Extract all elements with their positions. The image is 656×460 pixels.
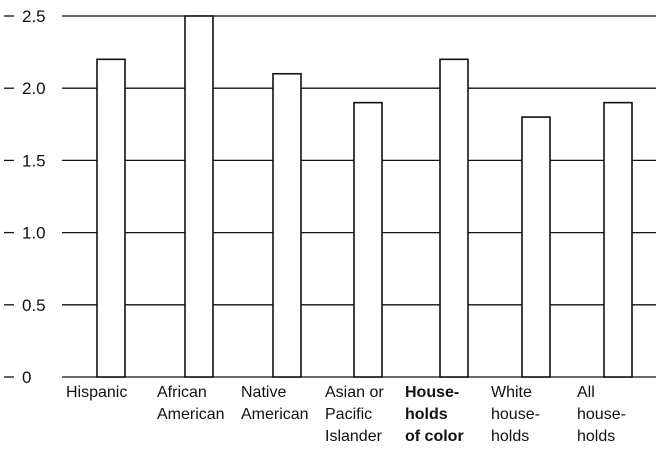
category-label: Native American [241, 384, 309, 423]
category-label: All house-holds [577, 384, 626, 445]
category-label: African American [157, 384, 225, 423]
category-label: House-holds of color [405, 384, 464, 445]
bar [272, 72, 302, 378]
category-labels: Hispanic African American Native American Asi… [66, 384, 626, 445]
y-tick-label: 1.0 [22, 224, 46, 243]
bar [521, 116, 551, 378]
y-tick-label: 0 [22, 368, 31, 387]
y-tick-label: 2.5 [22, 7, 46, 26]
category-label: White house-holds [491, 384, 540, 445]
category-label: Asian or Pacific Islander [325, 384, 384, 445]
category-label: Hispanic [66, 384, 127, 401]
y-tick-label: 0.5 [22, 296, 46, 315]
bar [439, 58, 469, 378]
y-axis: 0 0.5 1.0 1.5 2.0 2.5 [4, 7, 46, 387]
bar [603, 101, 633, 378]
y-tick-label: 2.0 [22, 79, 46, 98]
y-tick-label: 1.5 [22, 151, 46, 170]
bar [353, 101, 383, 378]
bar [184, 15, 214, 378]
bars [96, 15, 633, 378]
bar [96, 58, 126, 378]
